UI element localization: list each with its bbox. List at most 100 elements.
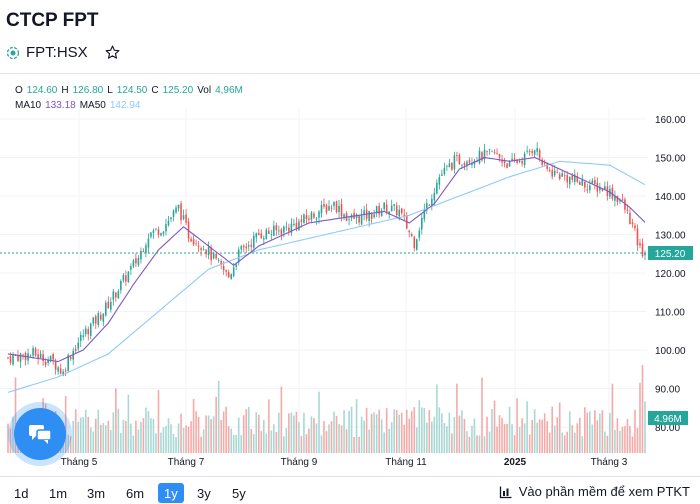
candle-body [581,179,584,186]
volume-bar [14,377,17,453]
timeframe-1m-button[interactable]: 1m [49,485,68,501]
volume-bar [137,429,140,453]
volume-bar [443,423,446,453]
candle-body [634,225,636,229]
timeframe-6m-button[interactable]: 6m [126,485,145,501]
candle-body [333,201,335,207]
candle-body [348,219,350,221]
candle-body [426,203,428,210]
candle-body [368,210,370,221]
volume-bar [589,411,591,453]
candle-body [295,222,298,229]
volume-bar [463,418,466,453]
volume-bar [375,414,378,453]
candle-body [629,212,631,225]
candle-body [283,226,285,233]
candle-body [270,233,273,235]
volume-bar [556,417,559,453]
volume-bar [217,380,220,453]
candle-body [511,158,513,162]
volume-bar [122,420,125,453]
timeframe-5y-button[interactable]: 5y [232,485,246,501]
candle-body [132,260,135,267]
volume-bar [523,423,526,453]
star-icon[interactable] [104,44,121,61]
candle-body [586,189,589,191]
timeframe-1y-button[interactable]: 1y [158,483,184,503]
volume-bar [303,412,305,453]
candle-body [375,206,378,213]
candle-body [147,238,150,248]
candle-body [448,163,451,168]
volume-bar [420,407,423,453]
volume-bar [308,428,310,453]
volume-bar [491,409,493,453]
volume-bar [92,431,95,453]
candle-body [305,215,308,219]
candle-body [22,354,24,356]
volume-bar [446,426,448,453]
volume-bar [280,386,283,453]
volume-bar [99,424,102,453]
volume-bar [566,431,569,453]
volume-bar [132,435,135,453]
timeframe-3m-button[interactable]: 3m [87,485,106,501]
volume-bar [448,412,451,453]
candle-body [102,313,105,322]
candle-body [288,227,290,232]
candle-body [343,214,345,218]
candle-body [37,354,39,359]
candle-body [202,249,205,251]
candle-body [458,154,461,165]
volume-bar [82,417,85,453]
volume-bar [350,406,353,453]
volume-bar [609,413,611,453]
volume-bar [586,412,589,453]
candle-body [503,160,506,164]
candle-body [383,202,385,210]
candle-body [315,218,318,220]
candle-body [436,182,438,194]
candle-body [235,264,238,267]
volume-bar [125,420,127,453]
candle-body [215,253,217,259]
candle-body [481,152,483,161]
candle-body [548,169,551,171]
candle-body [493,152,496,154]
last-price-label: 125.20 [655,249,686,260]
candle-body [378,205,380,215]
price-tick-label: 120.00 [655,269,686,280]
candle-body [69,357,72,359]
timeframe-1d-button[interactable]: 1d [14,485,29,501]
technical-analysis-link[interactable]: Vào phần mềm để xem PTKT [499,484,690,499]
volume-bar [182,427,185,453]
price-chart[interactable]: 160.00 150.00 140.00 130.00 120.00 110.00 100.… [0,108,700,473]
candle-body [571,175,574,180]
ma50-value: 142.94 [109,100,141,111]
volume-bar [360,416,363,453]
candle-body [217,259,220,261]
candle-body [563,175,566,177]
volume-bar [548,432,551,453]
price-tick-label: 90.00 [655,385,680,396]
volume-bar [380,419,383,453]
chat-button[interactable] [14,408,66,460]
candle-body [558,174,561,180]
candle-body [338,205,340,213]
volume-bar [578,417,581,453]
volume-bar [641,365,644,453]
candle-body [242,245,245,248]
candle-body [275,225,278,231]
volume-bar [288,413,290,453]
candle-body [358,215,360,223]
volume-bar [227,426,230,453]
volume-bar [431,421,433,453]
volume-bar [9,428,12,453]
ma10-line [7,156,646,363]
candle-body [513,158,516,161]
candle-body [230,274,233,279]
volume-bar [275,431,278,453]
volume-bar [235,434,238,453]
timeframe-3y-button[interactable]: 3y [197,485,211,501]
candle-body [556,171,559,173]
